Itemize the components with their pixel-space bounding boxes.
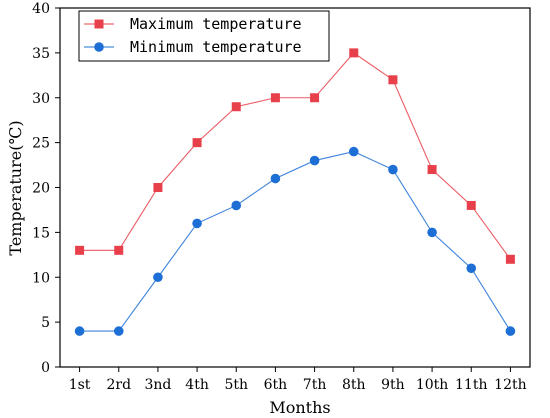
y-tick-label: 35 xyxy=(32,46,50,62)
y-tick-label: 15 xyxy=(32,225,50,241)
y-tick-label: 5 xyxy=(41,315,50,331)
x-tick-label: 3nd xyxy=(144,377,171,393)
x-tick-label: 8th xyxy=(342,377,366,393)
series-1-point xyxy=(310,93,320,103)
series-line-2 xyxy=(79,151,511,332)
series-2-point xyxy=(113,326,124,336)
x-tick-label: 1st xyxy=(69,377,91,393)
y-tick-label: 25 xyxy=(32,136,50,152)
x-tick-label: 4th xyxy=(185,377,209,393)
y-tick-label: 30 xyxy=(32,91,50,107)
series-2-point xyxy=(192,218,202,229)
series-2-point xyxy=(231,200,242,211)
legend-label-1: Maximum temperature xyxy=(130,15,302,33)
y-axis-title: Temperature(℃) xyxy=(6,120,25,255)
series-1-point xyxy=(349,48,359,58)
series-1-point xyxy=(270,93,280,103)
series-1-point xyxy=(153,183,163,192)
series-2-point xyxy=(466,263,477,274)
series-1-point xyxy=(505,254,515,264)
x-tick-label: 9th xyxy=(381,377,405,393)
legend-square-icon xyxy=(94,19,104,29)
series-2-point xyxy=(74,326,85,336)
series-1-point xyxy=(388,75,398,85)
series-2-point xyxy=(270,173,281,184)
series-2-point xyxy=(505,326,516,336)
plot-frame xyxy=(59,7,531,368)
series-1-point xyxy=(192,138,202,148)
series-2-point xyxy=(388,164,398,175)
legend: Maximum temperature Minimum temperature xyxy=(78,10,330,62)
x-tick-label: 5th xyxy=(224,377,248,393)
x-tick-label: 2rd xyxy=(106,377,131,393)
series-1-point xyxy=(231,102,241,112)
series-1-point xyxy=(75,245,85,255)
series-1-point xyxy=(466,200,476,210)
series-2-point xyxy=(153,272,163,283)
legend-circle-icon xyxy=(94,42,104,52)
y-tick-label: 10 xyxy=(32,270,50,286)
x-tick-label: 6th xyxy=(264,377,288,393)
series-1-point xyxy=(114,245,124,255)
series-2-point xyxy=(309,155,320,166)
series-line-1 xyxy=(79,52,511,260)
x-tick-label: 10th xyxy=(416,377,448,393)
y-tick-label: 40 xyxy=(32,1,50,17)
x-tick-label: 11th xyxy=(455,377,487,393)
series-1-point xyxy=(427,165,437,175)
series-2-point xyxy=(427,227,437,238)
x-axis-title: Months xyxy=(269,398,330,417)
legend-box xyxy=(78,10,330,62)
series-2-point xyxy=(348,146,359,157)
legend-label-2: Minimum temperature xyxy=(130,38,302,56)
x-tick-label: 12th xyxy=(494,377,526,393)
x-tick-label: 7th xyxy=(303,377,327,393)
y-tick-label: 0 xyxy=(41,360,50,376)
y-tick-label: 20 xyxy=(32,181,50,197)
